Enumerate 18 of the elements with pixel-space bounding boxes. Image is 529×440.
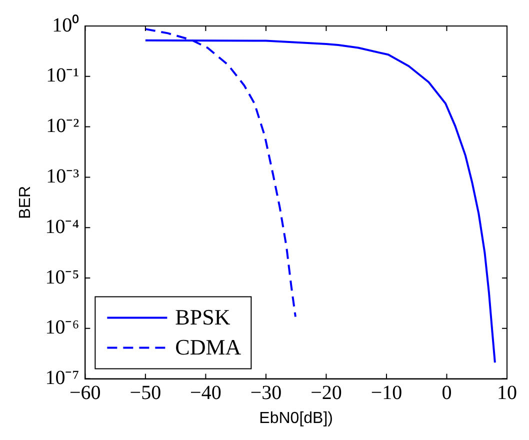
x-tick-label: −30 xyxy=(250,382,282,404)
x-tick-label: −40 xyxy=(190,382,222,404)
legend-label: CDMA xyxy=(175,334,242,360)
x-tick-label: −50 xyxy=(130,382,162,404)
x-tick-label: 0 xyxy=(442,382,452,404)
x-axis-title: EbN0[dB]) xyxy=(259,410,333,427)
x-tick-label: −20 xyxy=(310,382,342,404)
y-tick-label: 10⁻⁴ xyxy=(45,216,80,238)
legend-label: BPSK xyxy=(175,304,230,330)
y-tick-label: 10⁻³ xyxy=(46,165,80,188)
x-tick-label: 10 xyxy=(497,382,517,404)
y-tick-label: 10⁰ xyxy=(52,13,80,36)
y-tick-label: 10⁻² xyxy=(46,115,80,138)
y-tick-label: 10⁻⁵ xyxy=(45,266,80,288)
x-tick-label: −10 xyxy=(370,382,402,404)
y-tick-label: 10⁻⁶ xyxy=(45,316,80,339)
y-tick-label: 10⁻¹ xyxy=(46,64,80,87)
y-axis-title: BER xyxy=(17,186,34,219)
